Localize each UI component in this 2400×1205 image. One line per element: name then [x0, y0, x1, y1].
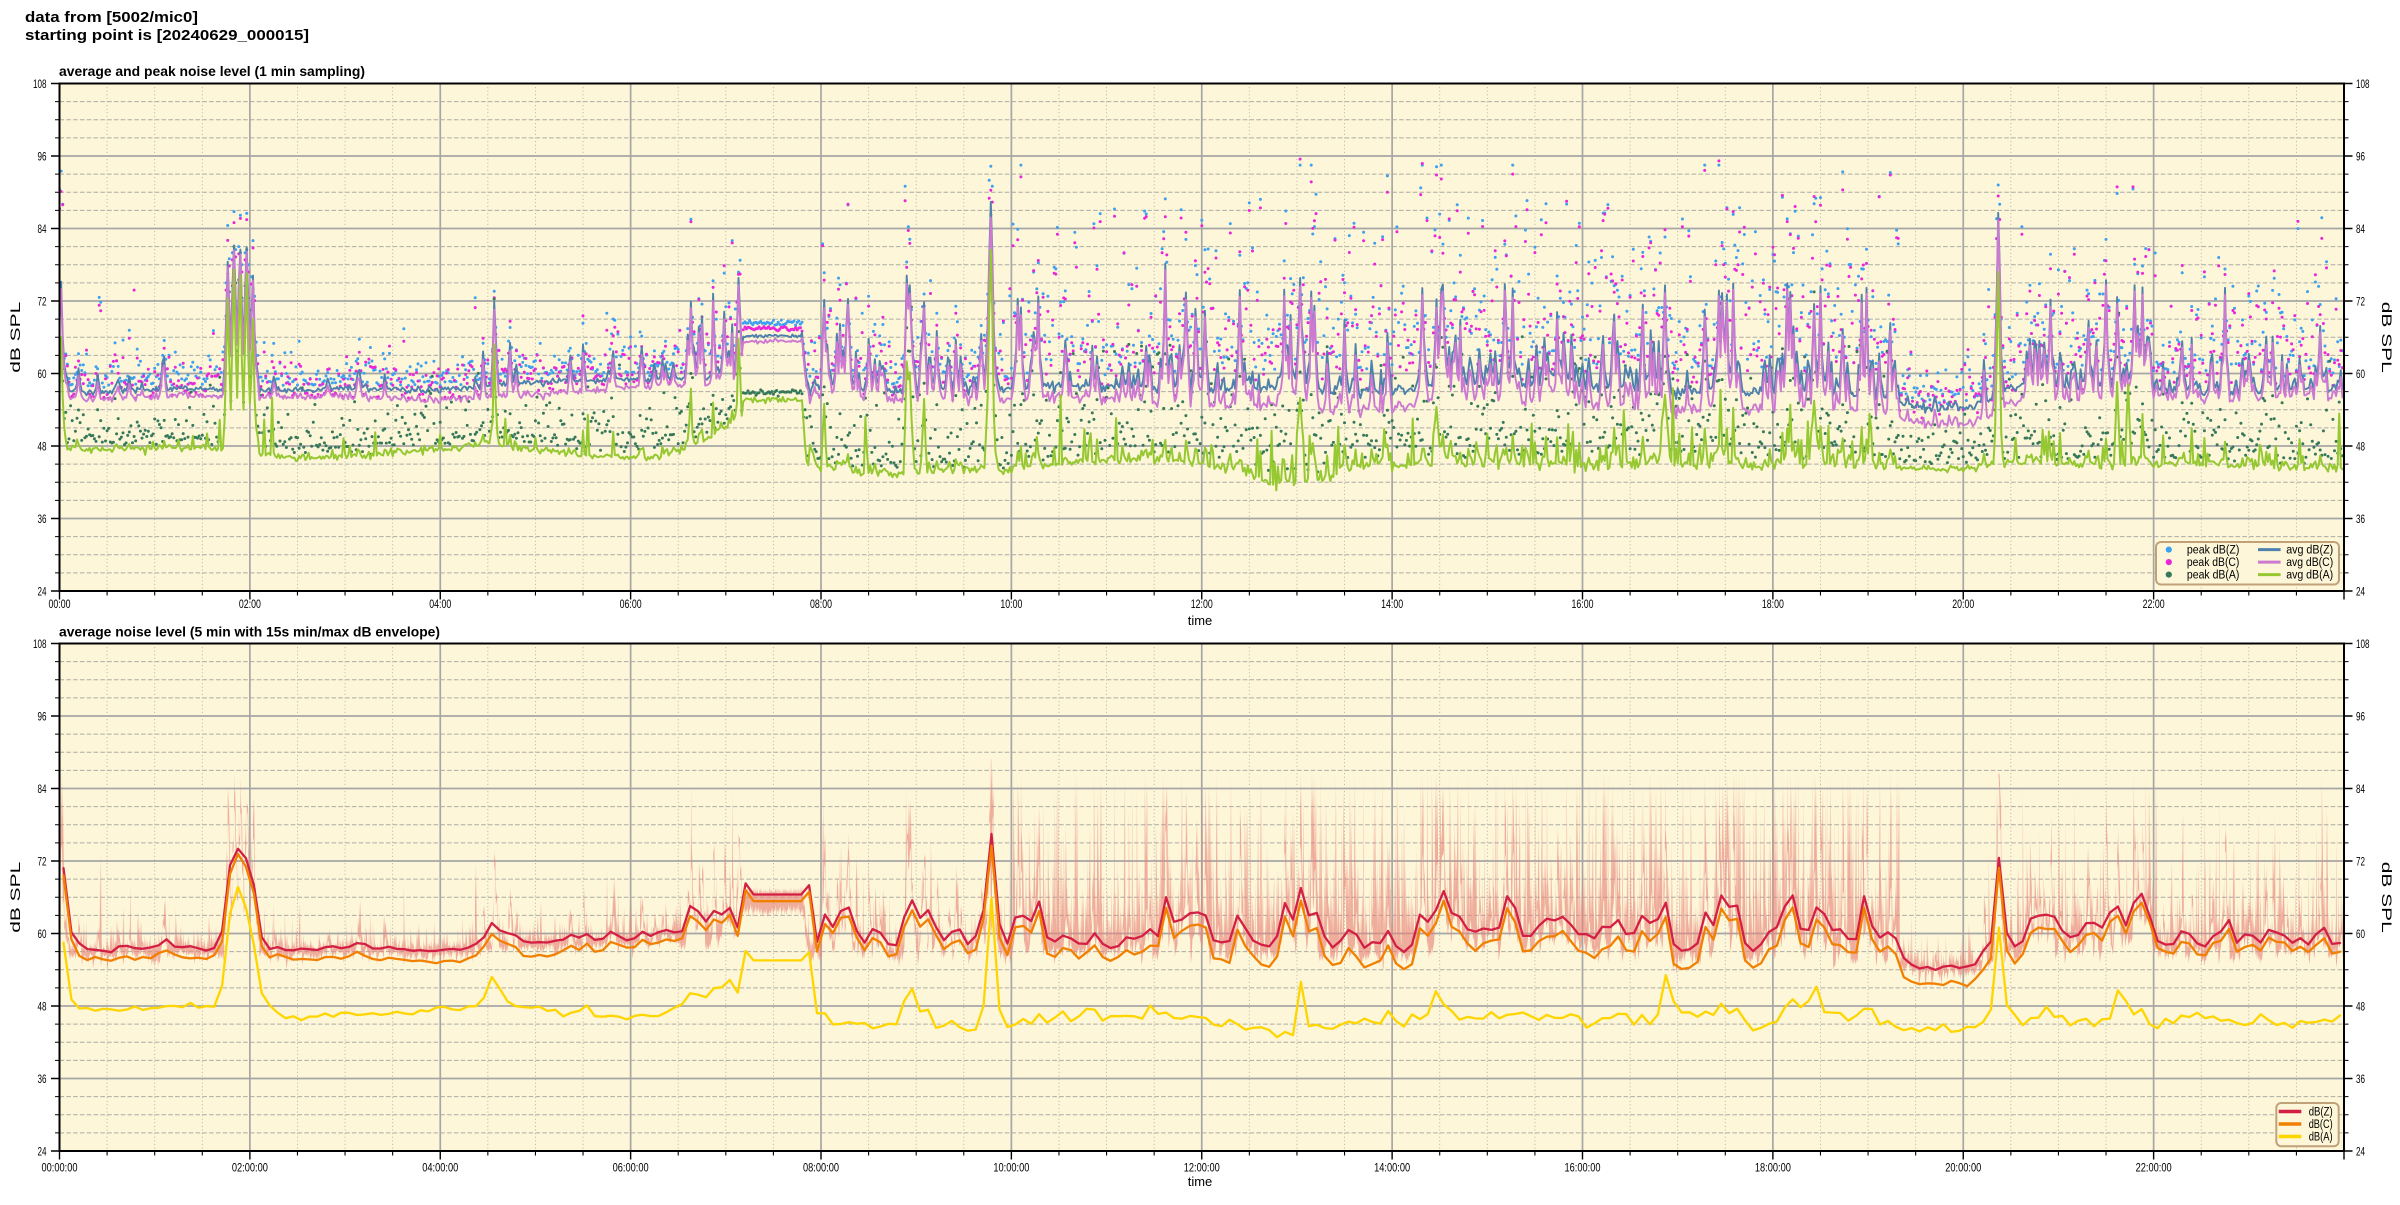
svg-text:04:00: 04:00	[429, 599, 451, 611]
svg-text:48: 48	[38, 442, 47, 454]
svg-text:avg dB(C): avg dB(C)	[2286, 557, 2333, 569]
svg-text:36: 36	[2356, 514, 2365, 526]
svg-text:22:00:00: 22:00:00	[2136, 1162, 2172, 1174]
svg-text:00:00: 00:00	[49, 599, 71, 611]
svg-text:96: 96	[2356, 152, 2365, 164]
svg-text:14:00: 14:00	[1381, 599, 1403, 611]
svg-text:average noise level (5 min wit: average noise level (5 min with 15s min/…	[59, 625, 440, 640]
svg-text:time: time	[1188, 1174, 1213, 1189]
svg-text:48: 48	[2356, 1002, 2365, 1014]
svg-text:14:00:00: 14:00:00	[1374, 1162, 1410, 1174]
svg-text:60: 60	[2356, 369, 2365, 381]
svg-text:02:00:00: 02:00:00	[232, 1162, 268, 1174]
svg-text:avg dB(Z): avg dB(Z)	[2286, 545, 2333, 557]
svg-text:12:00:00: 12:00:00	[1184, 1162, 1220, 1174]
svg-text:24: 24	[2356, 1147, 2365, 1159]
svg-text:60: 60	[2356, 929, 2365, 941]
svg-text:72: 72	[38, 297, 47, 309]
svg-text:06:00: 06:00	[620, 599, 642, 611]
svg-text:24: 24	[2356, 587, 2365, 599]
svg-text:00:00:00: 00:00:00	[42, 1162, 78, 1174]
svg-text:18:00: 18:00	[1762, 599, 1784, 611]
svg-text:02:00: 02:00	[239, 599, 261, 611]
svg-text:08:00:00: 08:00:00	[803, 1162, 839, 1174]
svg-text:20:00: 20:00	[1952, 599, 1974, 611]
svg-text:48: 48	[2356, 442, 2365, 454]
svg-text:18:00:00: 18:00:00	[1755, 1162, 1791, 1174]
svg-text:108: 108	[2356, 639, 2370, 651]
svg-text:10:00:00: 10:00:00	[993, 1162, 1029, 1174]
svg-text:time: time	[1188, 613, 1213, 628]
svg-text:96: 96	[38, 152, 47, 164]
svg-text:72: 72	[2356, 297, 2365, 309]
svg-text:36: 36	[38, 1074, 47, 1086]
svg-text:20:00:00: 20:00:00	[1945, 1162, 1981, 1174]
svg-text:96: 96	[2356, 712, 2365, 724]
svg-text:10:00: 10:00	[1000, 599, 1022, 611]
svg-text:72: 72	[2356, 857, 2365, 869]
svg-text:12:00: 12:00	[1191, 599, 1213, 611]
svg-text:dB SPL: dB SPL	[7, 861, 23, 932]
svg-text:peak dB(C): peak dB(C)	[2187, 557, 2240, 569]
svg-text:108: 108	[33, 639, 47, 651]
svg-text:84: 84	[38, 784, 47, 796]
svg-text:06:00:00: 06:00:00	[613, 1162, 649, 1174]
svg-text:84: 84	[2356, 784, 2365, 796]
svg-text:72: 72	[38, 857, 47, 869]
svg-text:average and peak noise level (: average and peak noise level (1 min samp…	[59, 64, 365, 79]
svg-text:dB SPL: dB SPL	[7, 301, 23, 372]
svg-text:08:00: 08:00	[810, 599, 832, 611]
svg-text:36: 36	[38, 514, 47, 526]
svg-text:22:00: 22:00	[2143, 599, 2165, 611]
svg-text:84: 84	[38, 224, 47, 236]
svg-text:data from [5002/mic0]: data from [5002/mic0]	[25, 9, 198, 26]
svg-text:dB(Z): dB(Z)	[2309, 1107, 2333, 1119]
svg-text:peak dB(Z): peak dB(Z)	[2187, 545, 2240, 557]
svg-text:36: 36	[2356, 1074, 2365, 1086]
svg-text:60: 60	[38, 369, 47, 381]
svg-text:60: 60	[38, 929, 47, 941]
svg-text:24: 24	[38, 1147, 47, 1159]
svg-text:96: 96	[38, 712, 47, 724]
svg-text:84: 84	[2356, 224, 2365, 236]
svg-text:peak dB(A): peak dB(A)	[2187, 570, 2240, 582]
svg-text:16:00: 16:00	[1572, 599, 1594, 611]
svg-text:04:00:00: 04:00:00	[422, 1162, 458, 1174]
svg-text:24: 24	[38, 587, 47, 599]
svg-text:avg dB(A): avg dB(A)	[2286, 570, 2333, 582]
svg-text:dB(C): dB(C)	[2309, 1119, 2333, 1131]
svg-text:dB SPL: dB SPL	[2379, 862, 2395, 933]
svg-text:108: 108	[33, 79, 47, 91]
svg-text:48: 48	[38, 1002, 47, 1014]
svg-text:dB SPL: dB SPL	[2379, 302, 2395, 373]
svg-text:16:00:00: 16:00:00	[1565, 1162, 1601, 1174]
svg-text:108: 108	[2356, 79, 2370, 91]
svg-text:dB(A): dB(A)	[2309, 1132, 2333, 1144]
svg-text:starting point is [20240629_00: starting point is [20240629_000015]	[25, 27, 309, 44]
